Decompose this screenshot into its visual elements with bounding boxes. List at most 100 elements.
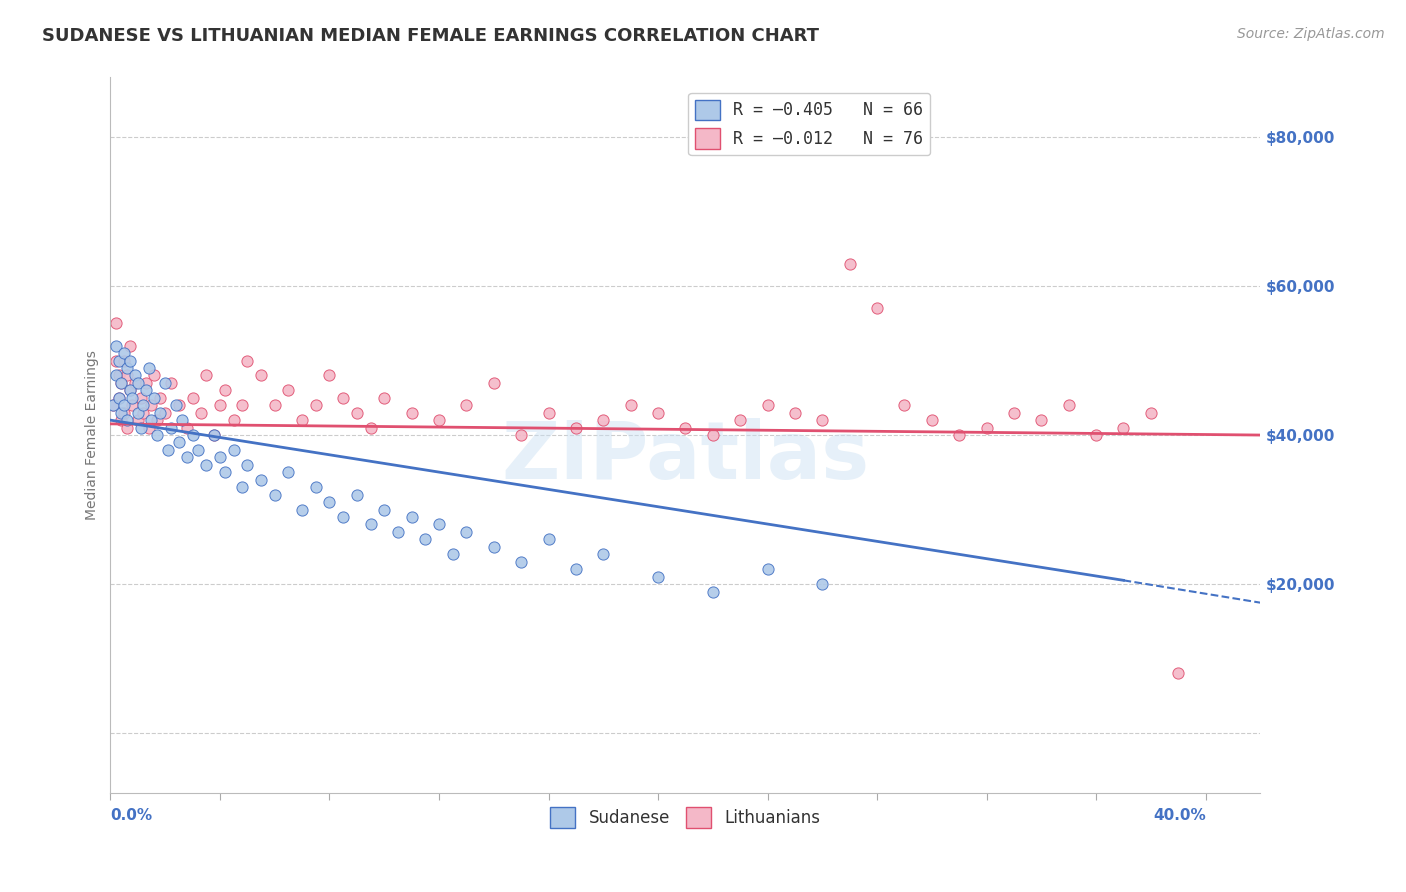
Point [110,406,132,420]
Point [976,420,998,434]
Point [176,420,198,434]
Point [346,488,368,502]
Point [360,517,382,532]
Point [838,257,860,271]
Point [110,413,132,427]
Point [222,442,245,457]
Point [104,338,127,352]
Point [107,353,129,368]
Point [115,413,138,427]
Point [104,368,127,383]
Point [401,510,423,524]
Point [647,406,669,420]
Point [204,428,226,442]
Point [263,398,285,412]
Point [250,368,273,383]
Text: SUDANESE VS LITHUANIAN MEDIAN FEMALE EARNINGS CORRELATION CHART: SUDANESE VS LITHUANIAN MEDIAN FEMALE EAR… [42,27,820,45]
Point [291,413,314,427]
Point [332,510,354,524]
Point [427,517,450,532]
Point [124,376,146,390]
Point [110,376,132,390]
Point [811,577,834,591]
Point [146,428,169,442]
Point [1031,413,1053,427]
Point [208,398,231,412]
Point [263,488,285,502]
Point [318,368,340,383]
Point [537,533,560,547]
Text: ZIPatlas: ZIPatlas [502,417,869,495]
Text: 0.0%: 0.0% [111,807,152,822]
Point [127,413,149,427]
Text: Source: ZipAtlas.com: Source: ZipAtlas.com [1237,27,1385,41]
Point [236,458,259,472]
Point [110,376,132,390]
Point [783,406,806,420]
Point [143,368,166,383]
Point [728,413,751,427]
Point [565,420,588,434]
Point [104,316,127,330]
Point [190,406,212,420]
Point [305,480,328,494]
Point [107,391,129,405]
Point [332,391,354,405]
Point [1112,420,1135,434]
Point [118,384,141,398]
Point [104,353,127,368]
Point [756,562,779,576]
Point [565,562,588,576]
Point [187,442,209,457]
Point [756,398,779,412]
Point [115,361,138,376]
Point [127,376,149,390]
Point [620,398,643,412]
Point [165,398,187,412]
Point [195,458,218,472]
Point [231,398,253,412]
Point [118,338,141,352]
Point [135,376,157,390]
Point [673,420,696,434]
Point [101,398,124,412]
Point [153,376,176,390]
Point [387,524,409,539]
Point [592,547,614,561]
Point [132,398,155,412]
Point [346,406,368,420]
Point [107,368,129,383]
Point [427,413,450,427]
Point [195,368,218,383]
Legend: Sudanese, Lithuanians: Sudanese, Lithuanians [543,801,827,834]
Point [305,398,328,412]
Point [159,376,181,390]
Point [510,428,533,442]
Point [141,413,163,427]
Point [118,384,141,398]
Point [811,413,834,427]
Point [1057,398,1080,412]
Point [401,406,423,420]
Point [204,428,226,442]
Point [101,398,124,412]
Point [208,450,231,465]
Point [112,406,135,420]
Point [948,428,970,442]
Point [456,524,478,539]
Point [236,353,259,368]
Point [124,368,146,383]
Point [413,533,436,547]
Point [153,406,176,420]
Point [1167,666,1189,681]
Point [441,547,464,561]
Point [115,420,138,434]
Point [250,473,273,487]
Point [167,398,190,412]
Point [373,502,395,516]
Point [138,420,160,434]
Point [156,442,179,457]
Point [132,406,155,420]
Point [159,420,181,434]
Point [115,368,138,383]
